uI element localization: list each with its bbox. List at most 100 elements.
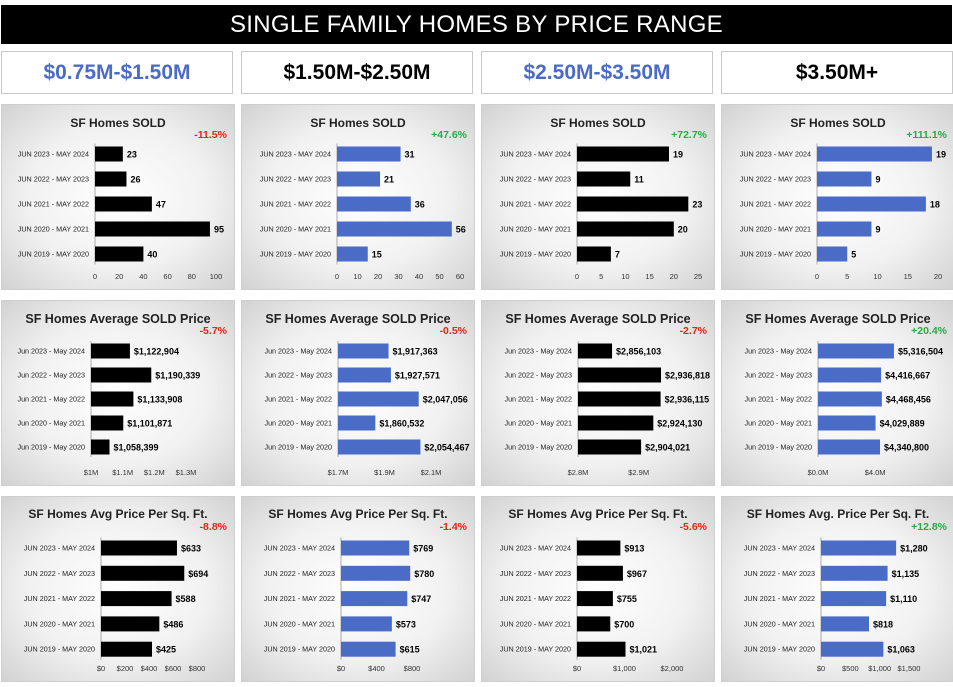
change-percent: -11.5% — [194, 129, 227, 141]
chart-title: SF Homes Avg Price Per Sq. Ft. — [28, 507, 208, 521]
tick-label: 15 — [904, 272, 912, 281]
bar — [818, 391, 882, 407]
category-label: Jun 2022 - May 2023 — [504, 371, 572, 380]
bar — [578, 391, 661, 407]
change-percent: -2.7% — [679, 325, 707, 337]
bar — [577, 146, 669, 162]
category-label: JUN 2020 - MAY 2021 — [260, 225, 331, 234]
data-label: $2,936,818 — [665, 371, 710, 381]
bar — [818, 367, 882, 383]
bar-chart: JUN 2023 - MAY 2024 $769 JUN 2022 - MAY 20… — [264, 537, 434, 673]
data-label: $1,063 — [887, 645, 915, 655]
data-label: $1,021 — [629, 645, 657, 655]
bar — [338, 343, 389, 359]
category-label: Jun 2020 - May 2021 — [264, 419, 332, 428]
data-label: $780 — [414, 569, 434, 579]
data-label: $1,190,339 — [155, 371, 200, 381]
data-label: $5,316,504 — [898, 347, 943, 357]
data-label: $2,936,115 — [665, 395, 710, 405]
bar — [337, 196, 411, 212]
tick-label: $200 — [117, 664, 134, 673]
tick-label: $0 — [97, 664, 105, 673]
category-label: JUN 2022 - MAY 2023 — [18, 175, 89, 184]
category-label: Jun 2021 - May 2022 — [264, 395, 332, 404]
category-label: Jun 2019 - May 2020 — [744, 443, 812, 452]
tick-label: 20 — [374, 272, 382, 281]
tick-label: 0 — [815, 272, 819, 281]
bar — [101, 616, 160, 632]
bar — [577, 565, 623, 581]
bar — [95, 146, 123, 162]
category-label: JUN 2020 - MAY 2021 — [24, 619, 95, 628]
data-label: $769 — [413, 544, 433, 554]
category-label: JUN 2021 - MAY 2022 — [740, 200, 811, 209]
bar — [817, 221, 872, 237]
bar-chart: JUN 2023 - MAY 2024 $913 JUN 2022 - MAY 20… — [500, 537, 683, 673]
category-label: Jun 2020 - May 2021 — [17, 419, 85, 428]
data-label: $615 — [400, 645, 420, 655]
bar — [338, 439, 421, 455]
bar — [577, 171, 631, 187]
bar — [101, 565, 185, 581]
category-label: Jun 2021 - May 2022 — [744, 395, 812, 404]
tick-label: $2.8M — [568, 468, 589, 477]
category-label: JUN 2022 - MAY 2023 — [740, 175, 811, 184]
tick-label: 0 — [335, 272, 339, 281]
category-label: JUN 2023 - MAY 2024 — [24, 544, 95, 553]
data-label: $1,927,571 — [395, 371, 440, 381]
tick-label: $1.1M — [112, 468, 133, 477]
tick-label: $2.9M — [628, 468, 649, 477]
tick-label: 20 — [670, 272, 678, 281]
category-label: Jun 2023 - May 2024 — [744, 347, 812, 356]
data-label: $425 — [156, 645, 176, 655]
chart-panel: SF Homes Avg Price Per Sq. Ft. -5.6% JUN 2… — [481, 496, 715, 682]
tick-label: 0 — [575, 272, 579, 281]
chart-title: SF Homes Average SOLD Price — [265, 312, 451, 326]
data-label: $486 — [163, 619, 183, 629]
data-label: 95 — [214, 225, 224, 235]
tick-label: 10 — [873, 272, 881, 281]
change-percent: +12.8% — [911, 521, 947, 533]
data-label: $2,904,021 — [645, 443, 690, 453]
bar — [101, 641, 152, 657]
bar — [577, 540, 621, 556]
data-label: 9 — [875, 225, 880, 235]
bar — [577, 196, 689, 212]
tick-label: 50 — [435, 272, 443, 281]
category-label: Jun 2023 - May 2024 — [264, 347, 332, 356]
tick-label: 60 — [456, 272, 464, 281]
tick-label: $0 — [817, 664, 825, 673]
tick-label: $400 — [368, 664, 385, 673]
tick-label: 0 — [93, 272, 97, 281]
tick-label: $500 — [842, 664, 859, 673]
change-percent: +72.7% — [671, 129, 707, 141]
data-label: 5 — [851, 250, 856, 260]
range-header-1: $0.75M-$1.50M — [1, 51, 233, 94]
tick-label: $600 — [165, 664, 182, 673]
data-label: 7 — [615, 250, 620, 260]
tick-label: 10 — [353, 272, 361, 281]
tick-label: $1.7M — [328, 468, 349, 477]
data-label: 15 — [372, 250, 382, 260]
category-label: Jun 2023 - May 2024 — [17, 347, 85, 356]
bar — [337, 246, 368, 262]
category-label: JUN 2022 - MAY 2023 — [500, 569, 571, 578]
tick-label: $1,000 — [868, 664, 891, 673]
category-label: JUN 2023 - MAY 2024 — [500, 544, 571, 553]
chart-title: SF Homes Average SOLD Price — [745, 312, 931, 326]
category-label: Jun 2022 - May 2023 — [17, 371, 85, 380]
category-label: Jun 2019 - May 2020 — [17, 443, 85, 452]
data-label: $1,122,904 — [134, 347, 179, 357]
bar — [821, 616, 869, 632]
category-label: JUN 2022 - MAY 2023 — [24, 569, 95, 578]
data-label: $573 — [396, 619, 416, 629]
bar — [817, 196, 926, 212]
data-label: $1,280 — [900, 544, 928, 554]
change-percent: -1.4% — [439, 521, 467, 533]
category-label: JUN 2021 - MAY 2022 — [744, 594, 815, 603]
tick-label: 20 — [115, 272, 123, 281]
data-label: 9 — [875, 175, 880, 185]
data-label: 36 — [415, 200, 425, 210]
category-label: JUN 2019 - MAY 2020 — [18, 250, 89, 259]
bar — [91, 439, 110, 455]
